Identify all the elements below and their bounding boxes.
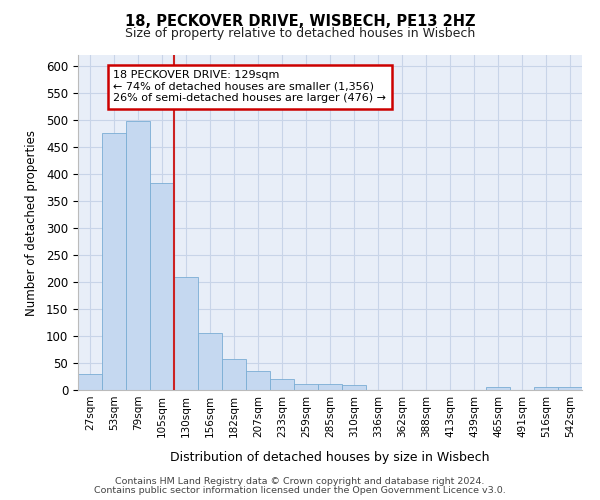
- Bar: [534, 388, 558, 390]
- Bar: [270, 379, 294, 390]
- Bar: [102, 134, 126, 390]
- Bar: [318, 384, 342, 390]
- Bar: [222, 359, 246, 390]
- Bar: [246, 371, 270, 390]
- X-axis label: Distribution of detached houses by size in Wisbech: Distribution of detached houses by size …: [170, 451, 490, 464]
- Bar: [150, 183, 174, 390]
- Bar: [126, 122, 150, 390]
- Bar: [78, 374, 102, 390]
- Text: 18, PECKOVER DRIVE, WISBECH, PE13 2HZ: 18, PECKOVER DRIVE, WISBECH, PE13 2HZ: [125, 14, 475, 29]
- Text: Contains public sector information licensed under the Open Government Licence v3: Contains public sector information licen…: [94, 486, 506, 495]
- Bar: [294, 384, 318, 390]
- Y-axis label: Number of detached properties: Number of detached properties: [25, 130, 38, 316]
- Bar: [198, 334, 222, 390]
- Bar: [558, 388, 582, 390]
- Text: Size of property relative to detached houses in Wisbech: Size of property relative to detached ho…: [125, 28, 475, 40]
- Bar: [486, 388, 510, 390]
- Text: Contains HM Land Registry data © Crown copyright and database right 2024.: Contains HM Land Registry data © Crown c…: [115, 477, 485, 486]
- Bar: [174, 276, 198, 390]
- Bar: [342, 384, 366, 390]
- Text: 18 PECKOVER DRIVE: 129sqm
← 74% of detached houses are smaller (1,356)
26% of se: 18 PECKOVER DRIVE: 129sqm ← 74% of detac…: [113, 70, 386, 103]
